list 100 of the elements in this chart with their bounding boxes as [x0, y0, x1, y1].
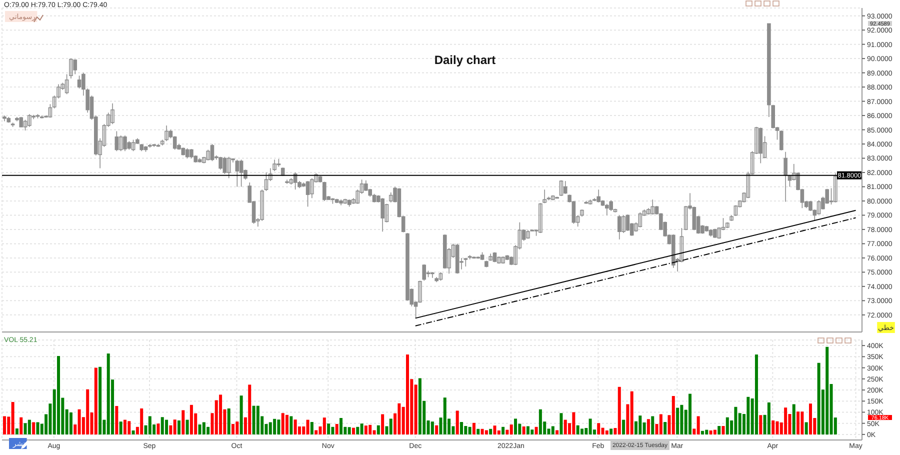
candlestick [235, 159, 240, 188]
bar [746, 396, 750, 434]
candlestick [580, 209, 584, 218]
bar [826, 346, 829, 434]
bar [294, 420, 297, 434]
bar [430, 422, 434, 434]
candlestick [322, 181, 326, 202]
candlestick [617, 214, 622, 240]
bar [398, 403, 401, 434]
candlestick [526, 230, 530, 240]
bar [132, 430, 135, 434]
bar [28, 420, 31, 434]
bar [480, 428, 484, 434]
bar [123, 420, 126, 434]
candlestick [226, 156, 231, 179]
bar [435, 425, 438, 434]
bar [240, 396, 243, 434]
candlestick [364, 180, 368, 192]
bar [638, 416, 642, 434]
bar [526, 426, 530, 434]
candlestick [771, 104, 775, 129]
bar [534, 426, 538, 434]
bar [86, 389, 90, 434]
candlestick [692, 206, 696, 231]
bar [460, 422, 464, 434]
bar [182, 410, 185, 434]
bar [322, 418, 326, 434]
bar [331, 426, 334, 434]
bar [696, 416, 700, 434]
bar [11, 402, 14, 434]
bar [368, 424, 372, 434]
bar [219, 394, 222, 434]
bar [659, 414, 662, 434]
bar [556, 430, 559, 434]
candlestick [206, 149, 210, 161]
bar [551, 426, 554, 434]
bar [597, 423, 600, 434]
bar [510, 424, 513, 434]
candlestick [264, 172, 268, 192]
candlestick [680, 228, 684, 263]
candlestick [69, 58, 73, 79]
candlestick [23, 119, 28, 131]
bar [784, 408, 788, 434]
candlestick [73, 58, 78, 75]
bar [327, 424, 330, 434]
candlestick [48, 104, 52, 118]
bar [817, 362, 820, 434]
bar [248, 384, 252, 434]
candlestick [713, 228, 717, 238]
bar [227, 408, 230, 434]
candlestick [388, 192, 393, 203]
candlestick [730, 214, 734, 222]
bar [514, 418, 518, 434]
candlestick [110, 103, 114, 124]
bar [464, 426, 468, 434]
candlestick [19, 116, 24, 128]
bar [664, 422, 667, 434]
bar [273, 418, 276, 434]
bar [140, 408, 144, 434]
candlestick [77, 75, 82, 89]
bar [148, 416, 152, 434]
bar [202, 422, 206, 434]
candlestick [218, 156, 222, 170]
bar [232, 424, 234, 434]
candlestick [638, 212, 642, 228]
candlestick [190, 148, 194, 159]
candlestick [496, 256, 501, 264]
candlestick [64, 74, 69, 95]
bar [57, 356, 60, 434]
bar [709, 430, 712, 434]
bar [560, 413, 563, 434]
bar [493, 426, 496, 434]
bar [335, 424, 338, 434]
bar [256, 406, 260, 434]
bar [173, 420, 176, 434]
bar [236, 422, 239, 434]
candlestick [222, 156, 227, 174]
bar [502, 426, 505, 434]
candlestick [164, 125, 168, 142]
bar [646, 419, 650, 434]
bar [119, 422, 122, 434]
bar [32, 422, 36, 434]
bar [800, 412, 804, 434]
bar [576, 425, 580, 434]
bar [705, 430, 708, 434]
bar [804, 422, 808, 434]
candlestick [306, 180, 310, 208]
bar [672, 396, 675, 434]
candlestick [501, 256, 505, 264]
bar [24, 423, 27, 434]
bar [726, 417, 729, 434]
bar [734, 406, 738, 434]
candlestick [542, 189, 546, 204]
bar [808, 404, 812, 434]
bar [538, 409, 542, 434]
bar [381, 414, 384, 434]
bar [772, 420, 775, 434]
candlestick [430, 272, 434, 278]
candlestick [488, 253, 492, 262]
candlestick [717, 226, 721, 240]
